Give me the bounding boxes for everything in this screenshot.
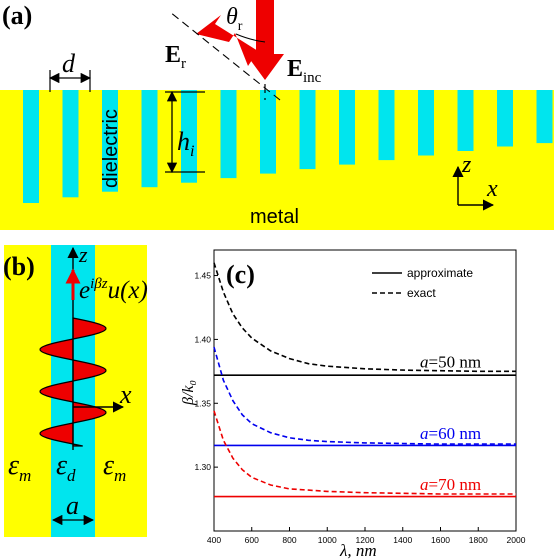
chart-series-labels: a=50 nm a=60 nm a=70 nm bbox=[420, 353, 481, 495]
dielectric-slot bbox=[536, 90, 553, 144]
panel-b-label: (b) bbox=[3, 252, 35, 281]
series-label: a=60 nm bbox=[420, 424, 481, 443]
dielectric-slot bbox=[339, 90, 355, 165]
chart-ticks: 400 600 800 1000 1200 1400 1600 1800 2000 1.30 1.3… bbox=[194, 271, 525, 545]
y-tick-label: 1.30 bbox=[194, 462, 211, 472]
dielectric-slot bbox=[378, 90, 395, 161]
x-tick-label: 1400 bbox=[393, 535, 412, 545]
dielectric-slots bbox=[23, 90, 553, 203]
x-tick-label: 600 bbox=[245, 535, 259, 545]
series-label: a=70 nm bbox=[420, 475, 481, 494]
panel-a-label: (a) bbox=[2, 1, 32, 30]
panel-c: 400 600 800 1000 1200 1400 1600 1800 2000 1.30 1.3… bbox=[180, 249, 526, 560]
legend-approximate-label: approximate bbox=[407, 266, 473, 280]
exact-curve bbox=[213, 262, 516, 373]
exact-curve bbox=[213, 346, 516, 445]
metal-label: metal bbox=[250, 206, 299, 228]
panel-a: (a) d hi dielectric metal z x θr Er Einc bbox=[0, 0, 554, 230]
dielectric-label: dielectric bbox=[100, 109, 122, 188]
eps-m-right-label: εm bbox=[103, 450, 126, 485]
dielectric-slot bbox=[62, 90, 79, 198]
dielectric-slot bbox=[102, 90, 118, 192]
y-tick-label: 1.45 bbox=[194, 271, 211, 281]
a-axis-z-label: z bbox=[461, 152, 472, 178]
eps-d-label: εd bbox=[56, 450, 76, 485]
a-width-label: a bbox=[66, 491, 79, 520]
b-axis-z-label: z bbox=[78, 242, 88, 267]
chart-series bbox=[213, 262, 516, 498]
dielectric-slot bbox=[23, 90, 39, 203]
theta-r-label: θr bbox=[226, 4, 243, 34]
dielectric-slot bbox=[299, 90, 316, 170]
x-tick-label: 800 bbox=[282, 535, 296, 545]
d-label: d bbox=[62, 49, 76, 78]
dielectric-slot bbox=[497, 90, 513, 147]
x-tick-label: 2000 bbox=[507, 535, 526, 545]
x-tick-label: 400 bbox=[207, 535, 221, 545]
e-r-label: Er bbox=[165, 42, 186, 72]
incident-arrow bbox=[246, 0, 284, 80]
eps-m-left-label: εm bbox=[8, 450, 31, 485]
b-axis-x-label: x bbox=[119, 380, 132, 409]
reflected-dash-line bbox=[169, 11, 281, 101]
x-tick-label: 1000 bbox=[318, 535, 337, 545]
dielectric-slot bbox=[457, 90, 474, 151]
x-axis-label: λ, nm bbox=[339, 541, 377, 560]
panel-b: (b) z x eiβzu(x) εm εd εm a bbox=[3, 242, 148, 537]
y-tick-label: 1.40 bbox=[194, 334, 211, 344]
y-tick-label: 1.35 bbox=[194, 398, 211, 408]
panel-c-label: (c) bbox=[226, 260, 255, 289]
theta-angle-arc bbox=[235, 33, 266, 43]
dielectric-slot bbox=[418, 90, 434, 156]
reflected-arrow bbox=[196, 15, 258, 66]
x-tick-label: 1800 bbox=[469, 535, 488, 545]
legend-exact-label: exact bbox=[407, 286, 436, 300]
dielectric-slot bbox=[220, 90, 237, 179]
x-tick-label: 1600 bbox=[431, 535, 450, 545]
dielectric-slot bbox=[260, 90, 276, 174]
a-axis-x-label: x bbox=[486, 176, 498, 202]
y-axis-label: β/k₀ bbox=[180, 380, 197, 406]
x-tick-label: 1200 bbox=[356, 535, 375, 545]
mode-expression: eiβzu(x) bbox=[79, 276, 148, 304]
dielectric-slot bbox=[141, 90, 158, 188]
h-label: hi bbox=[177, 127, 194, 160]
series-label: a=50 nm bbox=[420, 353, 481, 372]
e-inc-label: Einc bbox=[287, 56, 322, 86]
dielectric-slot bbox=[181, 90, 197, 183]
